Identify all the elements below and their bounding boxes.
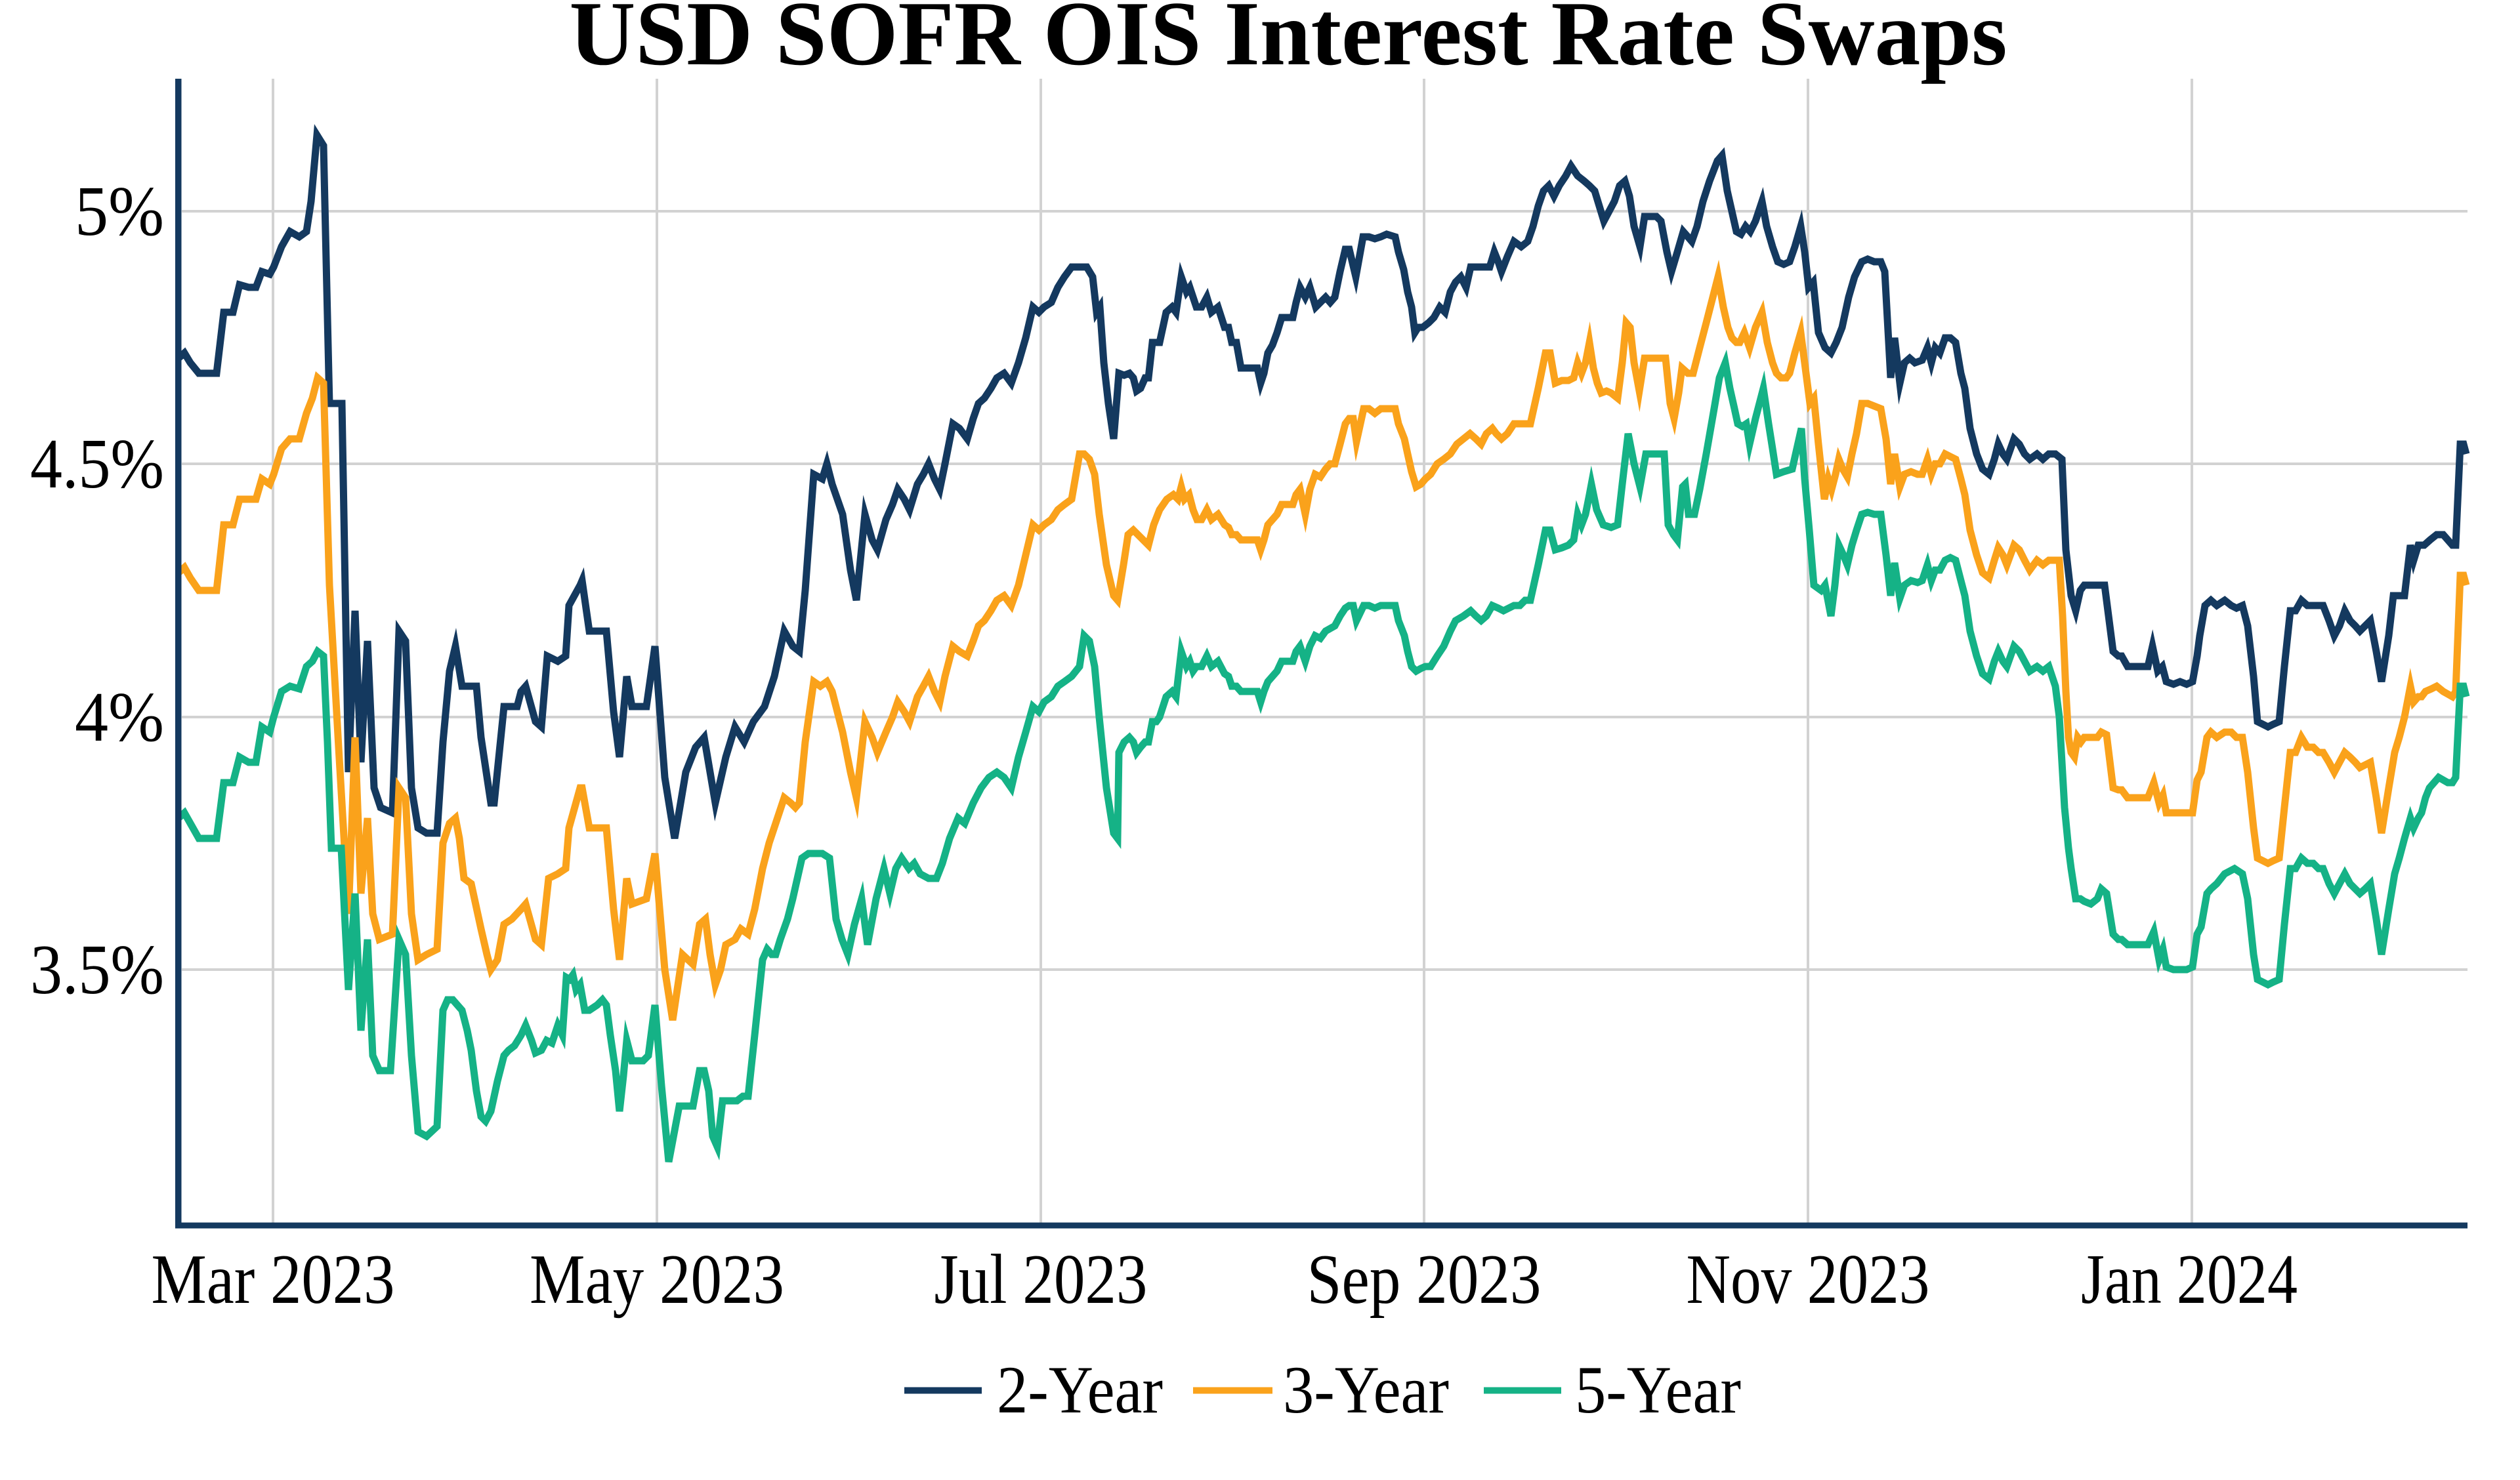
svg-text:Sep 2023: Sep 2023 [1307, 1241, 1542, 1319]
svg-text:Nov 2023: Nov 2023 [1687, 1241, 1930, 1319]
svg-text:5%: 5% [75, 173, 164, 251]
svg-text:Mar 2023: Mar 2023 [152, 1241, 395, 1319]
svg-text:3.5%: 3.5% [30, 931, 164, 1009]
svg-text:Jan 2024: Jan 2024 [2081, 1241, 2298, 1319]
svg-text:May 2023: May 2023 [530, 1241, 784, 1319]
svg-text:3-Year: 3-Year [1283, 1353, 1449, 1428]
svg-text:2-Year: 2-Year [997, 1353, 1163, 1428]
svg-text:Jul 2023: Jul 2023 [934, 1241, 1148, 1319]
svg-text:4%: 4% [75, 678, 164, 756]
svg-text:USD SOFR OIS Interest Rate Swa: USD SOFR OIS Interest Rate Swaps [570, 0, 2007, 85]
svg-text:4.5%: 4.5% [30, 425, 164, 503]
svg-text:5-Year: 5-Year [1575, 1353, 1741, 1428]
